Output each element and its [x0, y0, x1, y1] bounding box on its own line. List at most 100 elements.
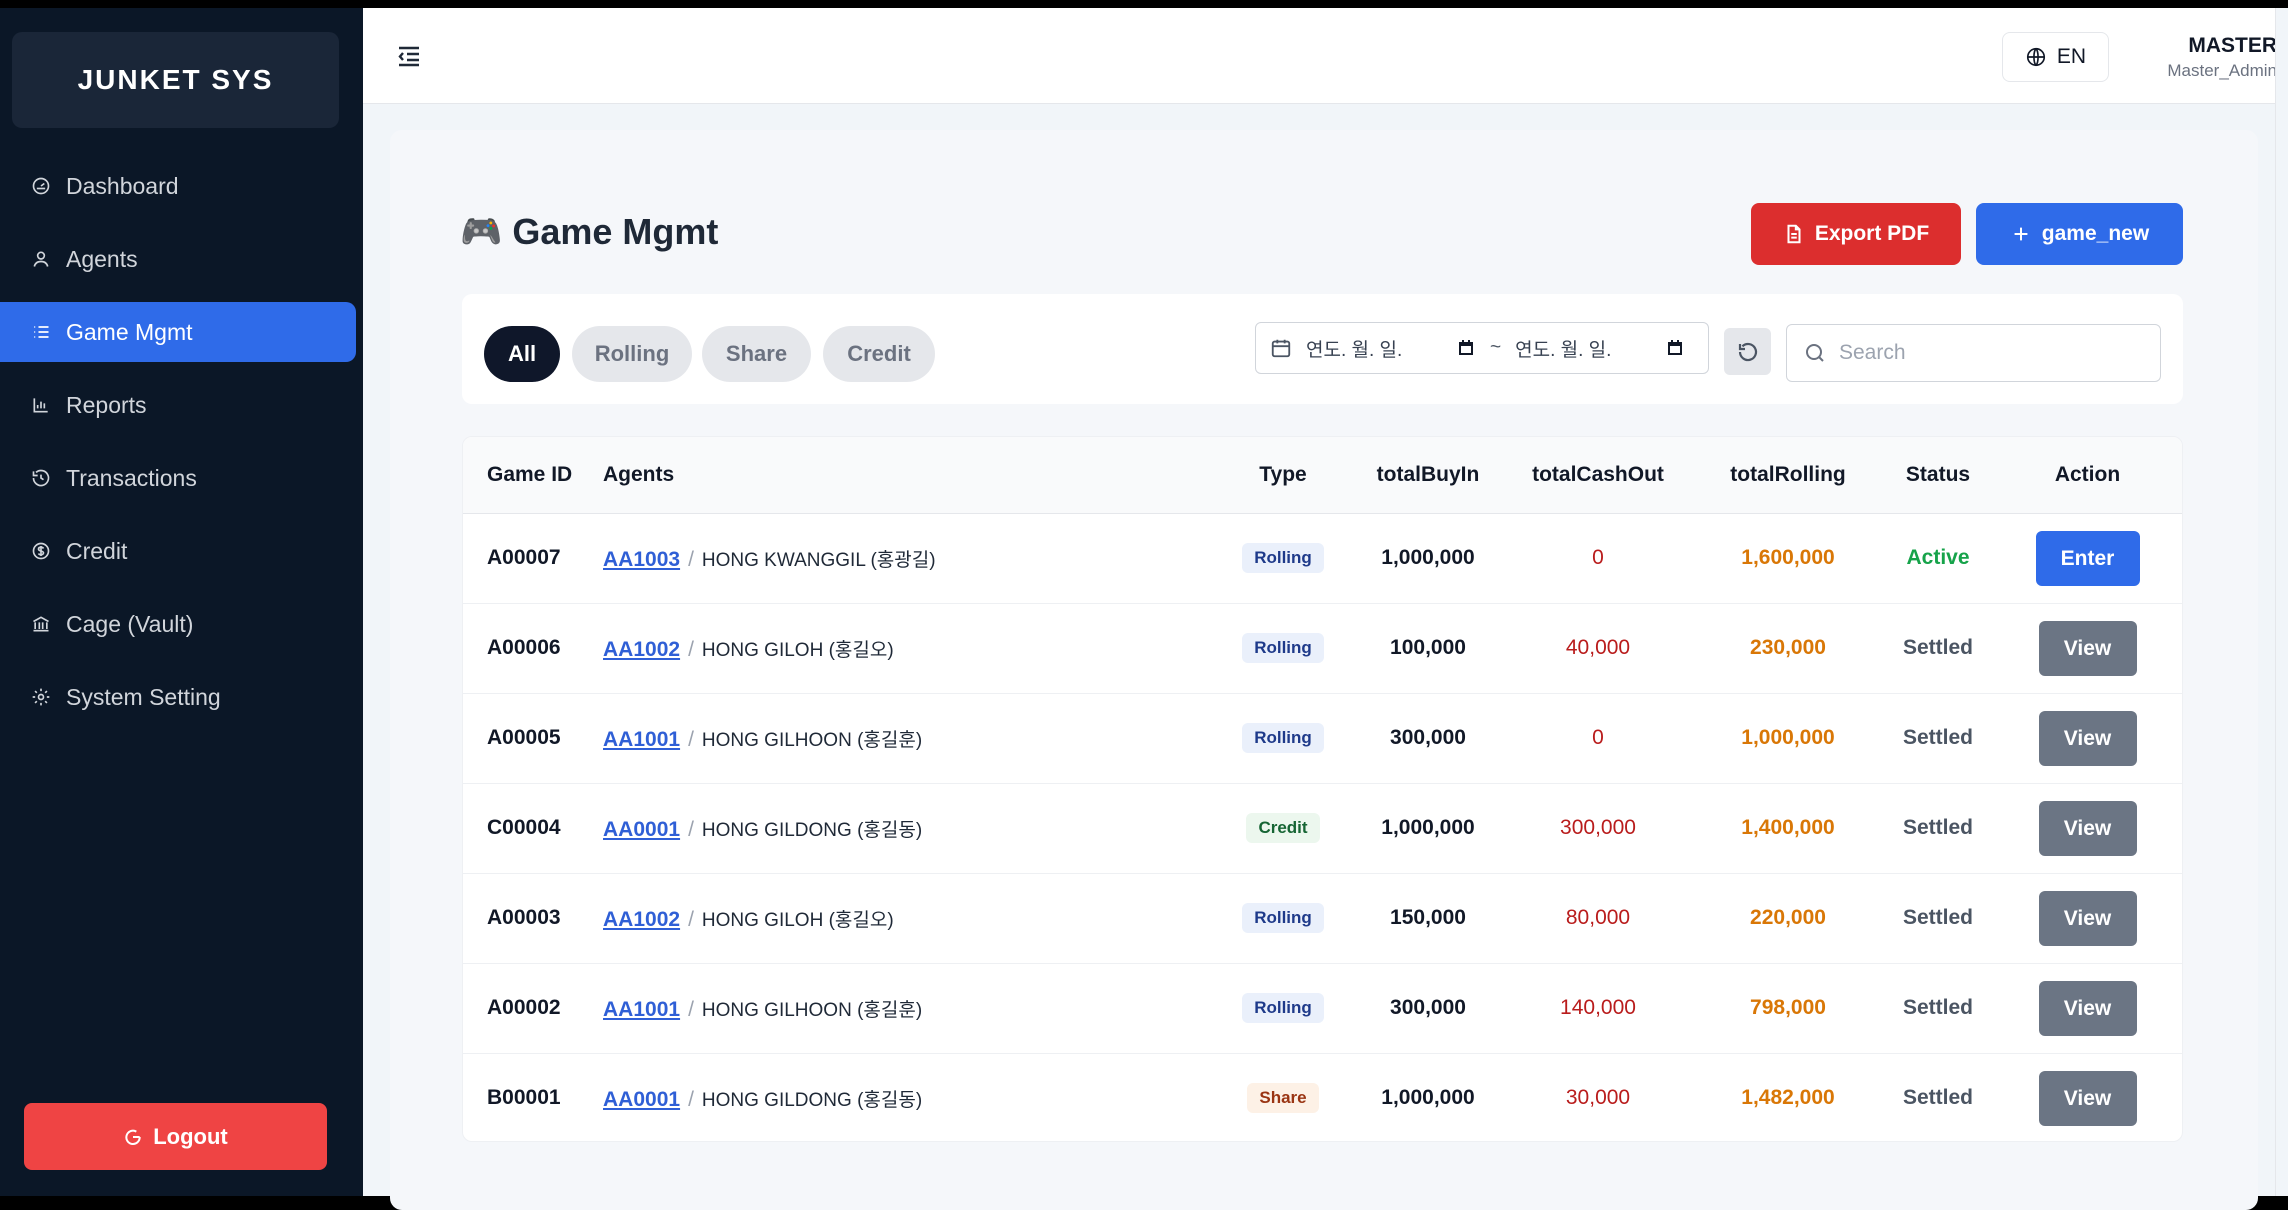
agent-separator: / [688, 727, 694, 751]
column-header-total-rolling[interactable]: totalRolling [1693, 437, 1883, 514]
agent-code-link[interactable]: AA1003 [603, 547, 681, 571]
date-to-input[interactable]: 연도. 월. 일. [1515, 339, 1612, 361]
logout-label: Logout [153, 1123, 228, 1149]
new-game-label: game_new [2041, 222, 2150, 245]
user-profile[interactable]: MASTER Master_Admin [2127, 34, 2277, 81]
sidebar-item-transactions[interactable]: Transactions [0, 448, 357, 508]
status-badge: Settled [1902, 1086, 1973, 1110]
total-rolling-cell: 1,000,000 [1741, 726, 1835, 749]
agent-name: HONG GILDONG (홍길동) [701, 1089, 923, 1111]
sidebar-item-agents[interactable]: Agents [0, 229, 357, 289]
filter-tab-rolling[interactable]: Rolling [572, 326, 692, 382]
type-cell: Rolling [1213, 963, 1353, 1053]
game-id-cell: A00007 [487, 546, 561, 569]
calendar-icon [1271, 339, 1291, 358]
total-rolling-cell: 798,000 [1750, 996, 1826, 1019]
gear-icon [30, 686, 52, 708]
reset-filter-button[interactable] [1724, 328, 1771, 375]
search-box[interactable] [1786, 324, 2161, 382]
user-role: Master_Admin [2167, 61, 2277, 80]
agent-cell: AA1001 / HONG GILHOON (홍길훈) [603, 963, 1213, 1053]
enter-game-button[interactable]: Enter [2035, 530, 2140, 586]
filter-tab-share[interactable]: Share [702, 326, 811, 382]
agent-code-link[interactable]: AA1002 [603, 907, 681, 931]
agent-code-link[interactable]: AA0001 [603, 817, 681, 841]
user-icon [30, 248, 52, 270]
agent-code-link[interactable]: AA1001 [603, 997, 681, 1021]
view-game-button[interactable]: View [2038, 800, 2137, 856]
action-cell: View [1993, 783, 2182, 873]
filter-tab-credit[interactable]: Credit [823, 326, 935, 382]
agent-code-link[interactable]: AA1002 [603, 637, 681, 661]
table-row: A00006 AA1002 / HONG GILOH (홍길오) Rolling 100,… [463, 603, 2182, 693]
date-from-input[interactable]: 연도. 월. 일. [1306, 339, 1403, 361]
agent-code-link[interactable]: AA0001 [603, 1087, 681, 1111]
view-game-button[interactable]: View [2038, 980, 2137, 1036]
total-rolling-cell: 1,600,000 [1741, 546, 1835, 569]
table-row: A00005 AA1001 / HONG GILHOON (홍길훈) Rolling 30… [463, 693, 2182, 783]
file-text-icon [1787, 224, 1801, 244]
view-game-button[interactable]: View [2038, 620, 2137, 676]
sidebar-item-system-setting[interactable]: System Setting [0, 667, 357, 727]
menu-toggle-button[interactable] [396, 44, 422, 68]
agent-cell: AA1002 / HONG GILOH (홍길오) [603, 873, 1213, 963]
bank-icon [30, 613, 52, 635]
search-input[interactable] [1839, 341, 2139, 365]
page-scrollbar[interactable] [2275, 8, 2288, 1196]
column-header-game-id[interactable]: Game ID [463, 437, 603, 514]
new-game-button[interactable]: game_new [1976, 203, 2183, 265]
type-cell: Rolling [1213, 873, 1353, 963]
sidebar-nav: Dashboard Agents Game Mgmt Reports Trans… [0, 156, 363, 740]
sidebar-item-label: System Setting [66, 683, 221, 710]
column-header-total-cashout[interactable]: totalCashOut [1503, 437, 1693, 514]
date-picker-icon[interactable] [1456, 338, 1476, 358]
table-row: C00004 AA0001 / HONG GILDONG (홍길동) Credit 1,0… [463, 783, 2182, 873]
sidebar: JUNKET SYS Dashboard Agents Game Mgmt Re… [0, 8, 363, 1196]
game-id-cell: A00005 [487, 726, 561, 749]
filter-tab-all[interactable]: All [484, 326, 560, 382]
sidebar-item-label: Dashboard [66, 172, 179, 199]
sidebar-item-game-mgmt[interactable]: Game Mgmt [0, 302, 356, 362]
column-header-status[interactable]: Status [1883, 437, 1993, 514]
sidebar-item-dashboard[interactable]: Dashboard [0, 156, 357, 216]
page-title-text: Game Mgmt [512, 211, 719, 252]
page-title: 🎮 Game Mgmt [460, 211, 718, 253]
sidebar-item-label: Credit [66, 537, 128, 564]
column-header-agents[interactable]: Agents [603, 437, 1213, 514]
date-picker-icon[interactable] [1665, 338, 1685, 358]
table-row: A00002 AA1001 / HONG GILHOON (홍길훈) Rolling 30… [463, 963, 2182, 1053]
sidebar-item-reports[interactable]: Reports [0, 375, 357, 435]
agent-cell: AA1001 / HONG GILHOON (홍길훈) [603, 693, 1213, 783]
bar-chart-icon [30, 394, 52, 416]
date-range-picker[interactable]: 연도. 월. 일. ~ 연도. 월. 일. [1255, 322, 1709, 374]
total-buyin-cell: 100,000 [1390, 636, 1466, 659]
dollar-circle-icon [30, 540, 52, 562]
status-badge: Settled [1902, 726, 1973, 749]
view-game-button[interactable]: View [2038, 710, 2137, 766]
agent-code-link[interactable]: AA1001 [603, 727, 681, 751]
agent-cell: AA0001 / HONG GILDONG (홍길동) [603, 1053, 1213, 1141]
export-pdf-button[interactable]: Export PDF [1751, 203, 1961, 265]
sidebar-item-credit[interactable]: Credit [0, 521, 357, 581]
action-cell: View [1993, 693, 2182, 783]
column-header-total-buyin[interactable]: totalBuyIn [1353, 437, 1503, 514]
sidebar-item-label: Reports [66, 391, 147, 418]
table-row: A00007 AA1003 / HONG KWANGGIL (홍광길) Rolling 1… [463, 513, 2182, 603]
language-selector[interactable]: EN [2002, 32, 2109, 82]
sidebar-item-cage-vault[interactable]: Cage (Vault) [0, 594, 357, 654]
total-rolling-cell: 230,000 [1750, 636, 1826, 659]
total-rolling-cell: 1,482,000 [1741, 1086, 1835, 1110]
column-header-type[interactable]: Type [1213, 437, 1353, 514]
table-row: B00001 AA0001 / HONG GILDONG (홍길동) Share 1,00… [463, 1053, 2182, 1141]
refresh-icon [1738, 342, 1757, 361]
total-cashout-cell: 140,000 [1560, 996, 1636, 1019]
agent-name: HONG GILDONG (홍길동) [701, 819, 923, 841]
type-badge: Rolling [1242, 723, 1324, 753]
total-rolling-cell: 220,000 [1750, 906, 1826, 929]
view-game-button[interactable]: View [2038, 890, 2137, 946]
total-buyin-cell: 150,000 [1390, 906, 1466, 929]
logout-button[interactable]: Logout [24, 1103, 327, 1170]
status-badge: Settled [1902, 906, 1973, 929]
type-badge: Rolling [1242, 543, 1324, 573]
view-game-button[interactable]: View [2038, 1070, 2137, 1126]
